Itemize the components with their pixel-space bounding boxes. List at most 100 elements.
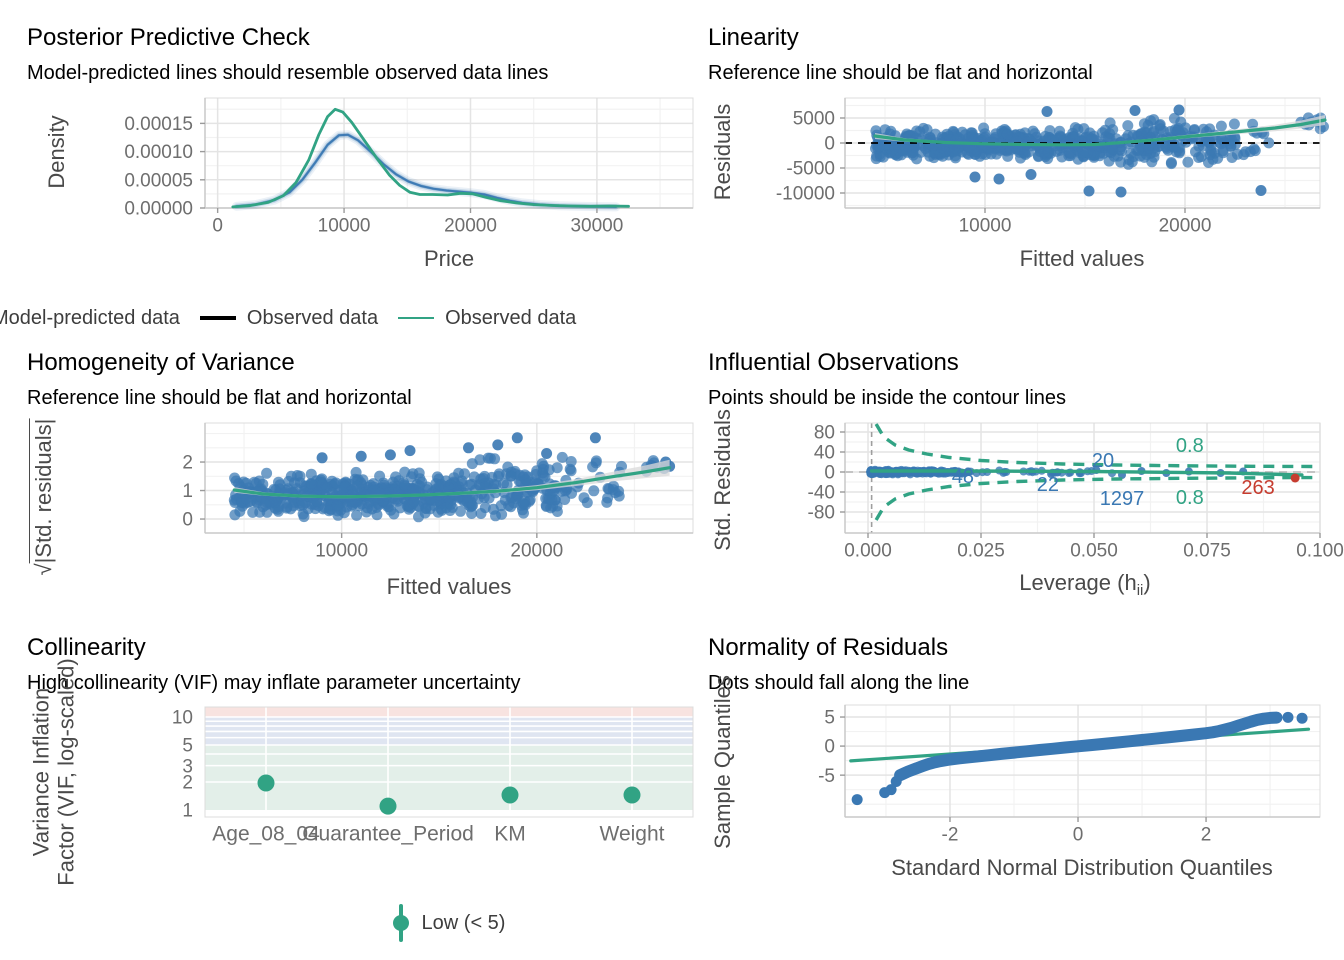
svg-text:0.050: 0.050 [1070,541,1118,562]
homogeneity-xlabel: Fitted values [386,574,512,599]
svg-text:0.00015: 0.00015 [124,114,193,135]
svg-text:0: 0 [1073,825,1084,846]
collinearity-subtitle: High collinearity (VIF) may inflate para… [27,672,521,694]
svg-text:5000: 5000 [793,109,835,130]
collinearity-ylabel-line1: Variance Inflation [28,687,54,857]
leverage-label-pre: Leverage (h [1019,570,1137,595]
legend-item-model-predicted: Model-predicted data [0,307,180,330]
normality-ylabel: Sample Quantiles [710,675,735,849]
ppc-subtitle: Model-predicted lines should resemble ob… [27,62,549,84]
svg-text:0.00005: 0.00005 [124,170,193,191]
normality-subtitle: Dots should fall along the line [708,672,970,694]
pointrange-icon [392,904,409,942]
legend-item-observed-black: Observed data [199,306,379,330]
svg-text:10000: 10000 [959,216,1012,237]
influential-subtitle: Points should be inside the contour line… [708,387,1067,409]
svg-text:2: 2 [1201,825,1212,846]
svg-text:5: 5 [182,736,193,757]
svg-text:KM: KM [494,822,526,845]
collinearity-legend: Low (< 5) [205,898,693,948]
svg-text:0.075: 0.075 [1183,541,1231,562]
svg-text:20000: 20000 [1159,216,1212,237]
svg-text:48: 48 [952,466,974,488]
svg-text:1: 1 [182,801,193,822]
homogeneity-ylabel: √|Std. residuals| [29,418,57,576]
svg-text:5: 5 [824,708,835,729]
homogeneity-plot: 10000 20000 0 1 2 [182,422,694,562]
svg-text:-10000: -10000 [776,184,835,205]
ppc-plot: 0 10000 20000 30000 0.00000 0.00005 0.00010 0.0… [124,97,694,237]
svg-text:0.8: 0.8 [1176,487,1204,509]
svg-text:2: 2 [182,773,193,794]
svg-text:0.00010: 0.00010 [124,142,193,163]
svg-text:0: 0 [212,216,223,237]
legend-label: Observed data [445,306,577,329]
svg-text:Age_08_04: Age_08_04 [212,822,320,845]
collinearity-title: Collinearity [27,634,146,661]
observed-black-line-swatch [199,316,236,320]
svg-text:-80: -80 [808,503,835,524]
svg-text:0: 0 [824,737,835,758]
linearity-ylabel: Residuals [710,103,735,201]
svg-text:-40: -40 [808,483,835,504]
svg-text:-5: -5 [818,766,835,787]
svg-text:0.00000: 0.00000 [124,199,193,220]
influential-ylabel: Std. Residuals [710,409,735,551]
influential-title: Influential Observations [708,349,959,376]
svg-text:1297: 1297 [1100,488,1145,510]
svg-text:Weight: Weight [600,822,665,845]
legend-item-observed-green: Observed data [398,307,576,330]
normality-xlabel: Standard Normal Distribution Quantiles [891,855,1273,880]
svg-text:0: 0 [824,463,835,484]
linearity-xlabel: Fitted values [1019,246,1145,271]
svg-text:20: 20 [1092,450,1114,472]
svg-text:80: 80 [814,423,835,444]
svg-text:3: 3 [182,756,193,777]
svg-text:0: 0 [824,134,835,155]
ppc-legend-items: Model-predicted data Observed data Obser… [0,301,576,335]
collinearity-ylabel: Variance Inflation Factor (VIF, log-scal… [28,658,78,886]
ppc-title: Posterior Predictive Check [27,24,310,51]
svg-text:-2: -2 [942,825,959,846]
svg-text:30000: 30000 [570,216,623,237]
legend-label-low: Low (< 5) [421,911,506,934]
collinearity-ylabel-line2: Factor (VIF, log-scaled) [53,658,78,886]
svg-text:-5000: -5000 [786,159,835,180]
legend-label: Observed data [246,306,379,329]
svg-text:22: 22 [1037,474,1059,496]
influential-xlabel: Leverage (hii) [1019,570,1150,599]
svg-text:20000: 20000 [510,541,563,562]
svg-text:1: 1 [182,481,193,502]
ppc-xlabel: Price [423,246,475,271]
svg-text:Guarantee_Period: Guarantee_Period [302,822,474,845]
observed-green-line-swatch [398,317,435,319]
legend-label: Model-predicted data [0,306,180,329]
svg-text:2: 2 [182,453,193,474]
linearity-title: Linearity [708,24,799,51]
svg-text:0.100: 0.100 [1296,541,1344,562]
svg-text:0: 0 [182,510,193,531]
homogeneity-subtitle: Reference line should be flat and horizo… [27,387,412,409]
svg-text:0.025: 0.025 [957,541,1005,562]
linearity-subtitle: Reference line should be flat and horizo… [708,62,1093,84]
qq-plot: -2 0 2 5 0 -5 [818,704,1321,846]
influential-plot: 48 22 20 1297 0.8 0.8 263 0.000 0.025 0.050 0.075 0… [808,422,1344,562]
normality-title: Normality of Residuals [708,634,949,661]
ppc-ylabel: Density [44,115,69,189]
pointrange-dot [392,915,409,931]
sqrt-radical: √ [31,563,56,576]
linearity-plot: 10000 20000 5000 0 -5000 -10000 [776,97,1329,237]
ppc-legend: Model-predicted data Observed data Obser… [0,301,697,335]
svg-text:0.000: 0.000 [844,541,892,562]
svg-text:10000: 10000 [318,216,371,237]
leverage-label-sub: ii [1136,582,1144,599]
svg-text:40: 40 [814,443,835,464]
svg-text:20000: 20000 [444,216,497,237]
svg-text:10000: 10000 [315,541,368,562]
leverage-label-post: ) [1143,570,1151,595]
svg-text:0.8: 0.8 [1176,435,1204,457]
svg-text:10: 10 [172,708,193,729]
